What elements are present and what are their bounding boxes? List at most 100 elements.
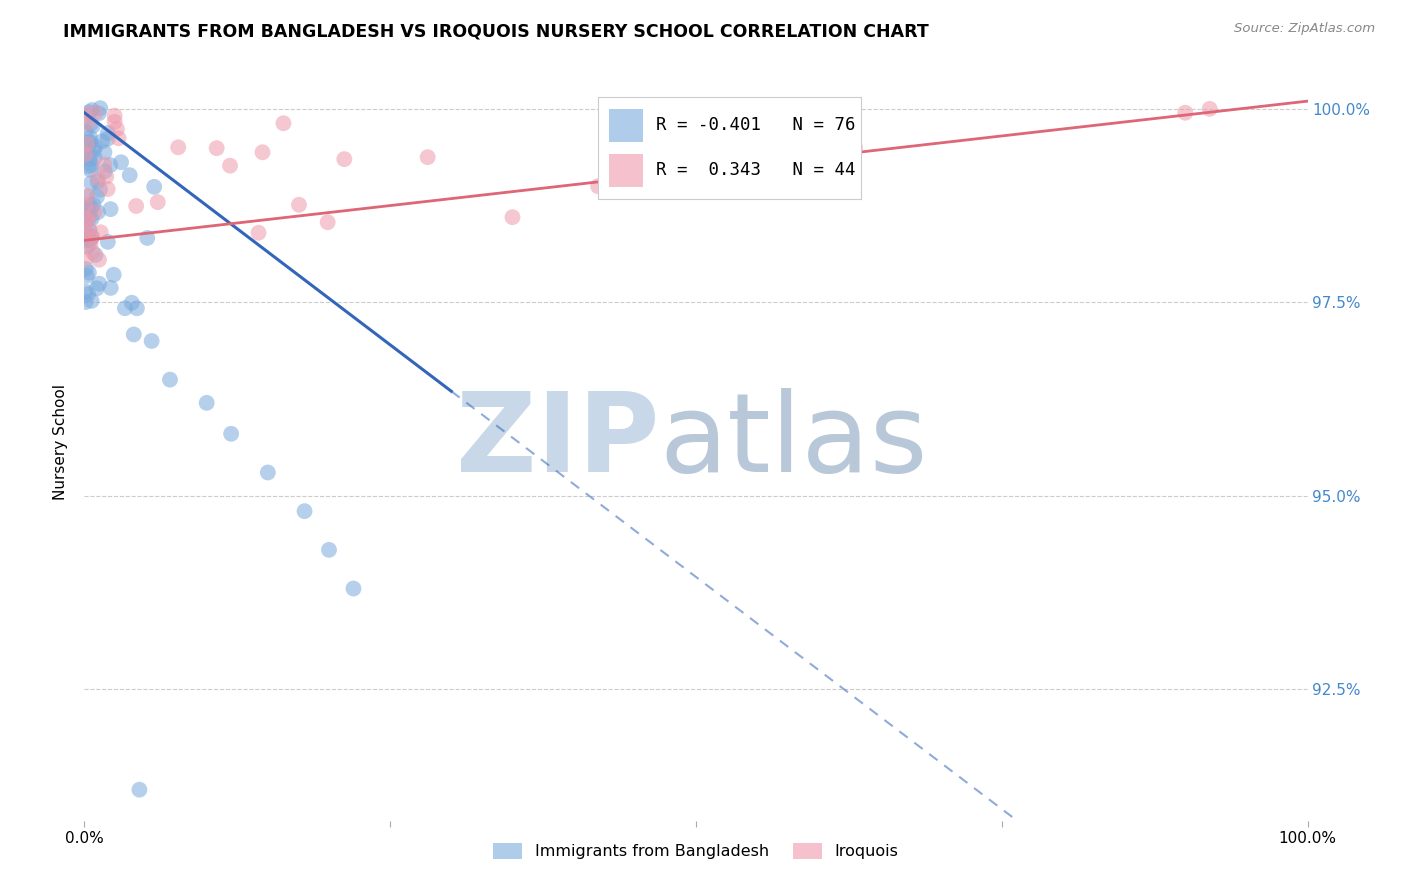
Point — [80, 211, 103, 226]
Point — [75, 209, 97, 223]
Point — [79, 223, 101, 237]
Point — [76, 212, 98, 227]
Point — [80, 230, 103, 244]
Point — [80, 103, 103, 117]
Point — [273, 116, 295, 130]
Point — [257, 466, 280, 480]
Point — [86, 190, 108, 204]
Point — [82, 197, 104, 211]
Text: IMMIGRANTS FROM BANGLADESH VS IROQUOIS NURSERY SCHOOL CORRELATION CHART: IMMIGRANTS FROM BANGLADESH VS IROQUOIS N… — [63, 22, 929, 40]
Point — [80, 117, 103, 131]
Point — [100, 202, 122, 216]
Point — [247, 226, 270, 240]
Point — [586, 179, 609, 194]
Point — [82, 230, 104, 244]
Point — [89, 183, 111, 197]
Point — [79, 211, 101, 225]
Point — [288, 198, 311, 212]
Point — [1198, 102, 1220, 116]
Point — [167, 140, 190, 154]
Point — [104, 115, 127, 129]
Point — [219, 426, 242, 441]
Point — [118, 168, 141, 182]
Point — [79, 149, 101, 163]
Point — [79, 162, 101, 177]
Point — [844, 140, 866, 154]
Y-axis label: Nursery School: Nursery School — [53, 384, 69, 500]
Point — [82, 245, 104, 260]
Point — [502, 210, 524, 224]
Point — [77, 287, 100, 301]
Point — [103, 268, 125, 282]
Point — [86, 175, 108, 189]
Point — [87, 252, 110, 267]
Point — [76, 268, 98, 283]
Point — [75, 285, 97, 299]
Point — [93, 164, 115, 178]
Point — [96, 169, 118, 184]
Point — [143, 179, 166, 194]
Point — [79, 223, 101, 237]
Point — [318, 542, 340, 557]
Point — [76, 240, 98, 254]
Point — [84, 139, 107, 153]
Point — [783, 163, 806, 178]
Point — [121, 295, 143, 310]
Point — [75, 252, 97, 266]
Point — [75, 262, 97, 277]
Point — [141, 334, 163, 348]
Point — [333, 152, 356, 166]
Point — [75, 295, 97, 310]
Point — [79, 135, 101, 149]
Text: ZIP: ZIP — [456, 388, 659, 495]
Point — [84, 248, 107, 262]
Point — [122, 327, 145, 342]
Point — [79, 130, 101, 145]
Point — [82, 119, 104, 133]
Point — [77, 105, 100, 120]
Point — [77, 138, 100, 153]
Point — [107, 131, 129, 145]
Point — [91, 134, 114, 148]
Point — [76, 200, 98, 214]
Point — [75, 147, 97, 161]
Point — [205, 141, 228, 155]
Point — [294, 504, 316, 518]
Point — [416, 150, 439, 164]
Point — [89, 101, 111, 115]
Point — [80, 293, 103, 308]
Point — [76, 226, 98, 240]
Point — [76, 116, 98, 130]
Point — [97, 182, 120, 196]
Point — [75, 107, 97, 121]
Point — [342, 582, 364, 596]
Point — [93, 157, 115, 171]
Point — [90, 225, 112, 239]
Point — [125, 301, 148, 316]
Point — [114, 301, 136, 315]
Point — [76, 136, 98, 151]
Point — [89, 277, 111, 291]
Point — [76, 190, 98, 204]
Point — [75, 211, 97, 226]
Point — [86, 281, 108, 295]
Point — [79, 153, 101, 167]
Point — [125, 199, 148, 213]
Point — [80, 202, 103, 217]
Point — [98, 158, 121, 172]
Point — [87, 172, 110, 186]
Point — [159, 373, 181, 387]
Point — [93, 145, 115, 160]
Point — [77, 160, 100, 174]
Point — [79, 237, 101, 252]
Point — [83, 151, 105, 165]
Point — [83, 205, 105, 219]
Point — [195, 396, 218, 410]
Point — [80, 158, 103, 172]
Text: atlas: atlas — [659, 388, 928, 495]
Point — [75, 146, 97, 161]
Point — [97, 126, 120, 140]
Point — [128, 782, 150, 797]
Point — [83, 142, 105, 156]
Point — [77, 266, 100, 280]
